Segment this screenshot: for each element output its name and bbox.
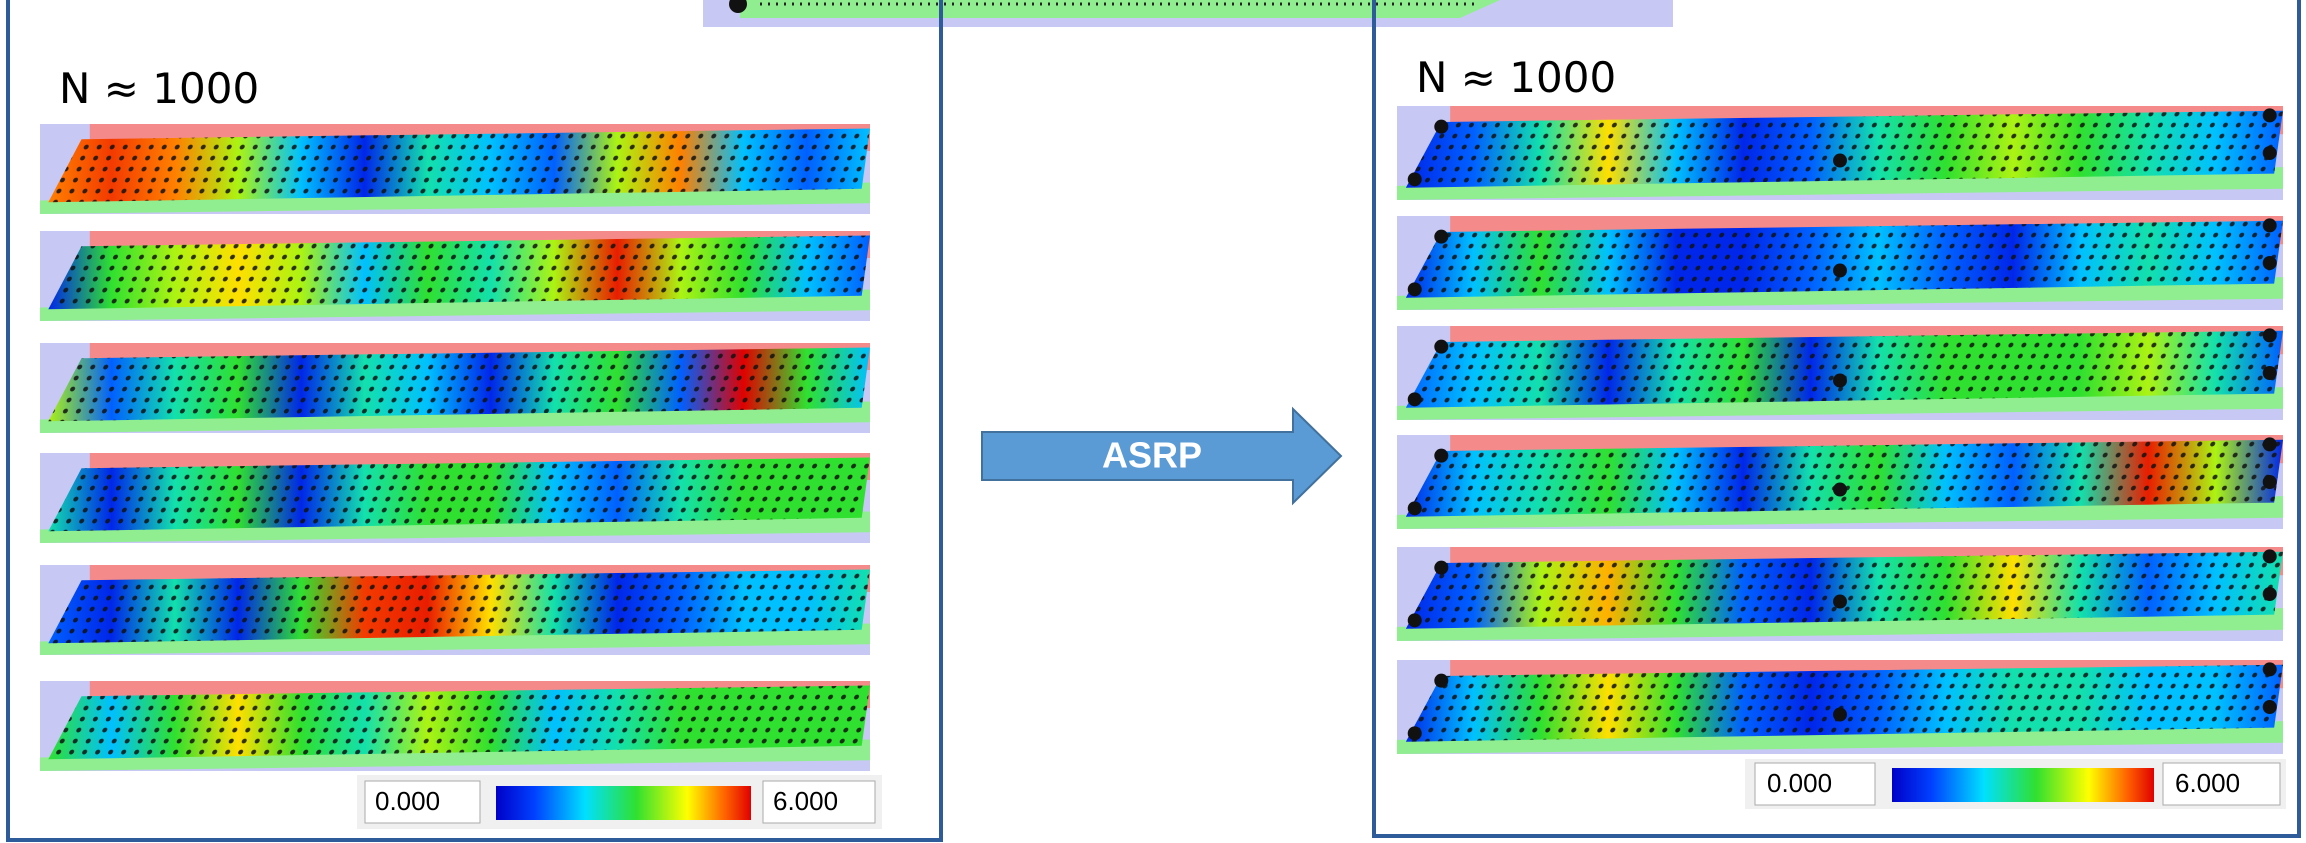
selected-sensor	[2263, 366, 2277, 380]
strip	[1397, 660, 2283, 754]
selected-sensor	[2263, 218, 2277, 232]
strip	[40, 681, 870, 771]
top-strip	[703, 0, 1673, 27]
selected-sensor	[1408, 172, 1422, 186]
colorbar-min: 0.000	[1767, 768, 1832, 798]
strip	[40, 343, 870, 433]
selected-sensor	[2263, 700, 2277, 714]
colorbar-min: 0.000	[375, 786, 440, 816]
selected-sensor	[1408, 726, 1422, 740]
selected-sensor	[1434, 340, 1448, 354]
selected-sensor	[1833, 483, 1847, 497]
selected-sensor	[1408, 392, 1422, 406]
selected-sensor	[1408, 501, 1422, 515]
strip	[1397, 216, 2283, 310]
selected-sensor	[2263, 328, 2277, 342]
selected-sensor	[2263, 256, 2277, 270]
strip	[40, 453, 870, 543]
arrow-label: ASRP	[1102, 435, 1202, 476]
selected-sensor	[1434, 561, 1448, 575]
right-label: N ≈ 1000	[1416, 53, 1616, 102]
selected-sensor	[1833, 374, 1847, 388]
selected-sensor	[1434, 230, 1448, 244]
selected-sensor	[1833, 154, 1847, 168]
selected-sensor	[1434, 120, 1448, 134]
left-label: N ≈ 1000	[59, 64, 259, 113]
selected-sensor	[2263, 549, 2277, 563]
strip	[40, 124, 870, 214]
selected-sensor	[1434, 674, 1448, 688]
strip	[1397, 547, 2283, 641]
selected-sensor	[2263, 662, 2277, 676]
selected-sensor	[1408, 282, 1422, 296]
strip	[1397, 435, 2283, 529]
selected-sensor	[1408, 613, 1422, 627]
selected-sensor	[1833, 264, 1847, 278]
selected-sensor	[2263, 475, 2277, 489]
selected-sensor	[2263, 108, 2277, 122]
selected-sensor	[1833, 595, 1847, 609]
arrow: ASRP	[982, 409, 1341, 503]
left-colorbar: 0.000 6.000	[357, 775, 882, 829]
colorbar-max: 6.000	[2175, 768, 2240, 798]
strip	[40, 231, 870, 321]
strip	[1397, 106, 2283, 200]
selected-sensor	[2263, 437, 2277, 451]
strip	[1397, 326, 2283, 420]
right-colorbar: 0.000 6.000	[1745, 759, 2286, 809]
colorbar-max: 6.000	[773, 786, 838, 816]
selected-sensor	[2263, 146, 2277, 160]
selected-sensor	[1434, 449, 1448, 463]
figure: N ≈ 1000 N ≈ 1000 ASRP 0.000 6.000 0.000…	[0, 0, 2306, 843]
strip	[40, 565, 870, 655]
selected-sensor	[2263, 587, 2277, 601]
selected-sensor	[1833, 708, 1847, 722]
